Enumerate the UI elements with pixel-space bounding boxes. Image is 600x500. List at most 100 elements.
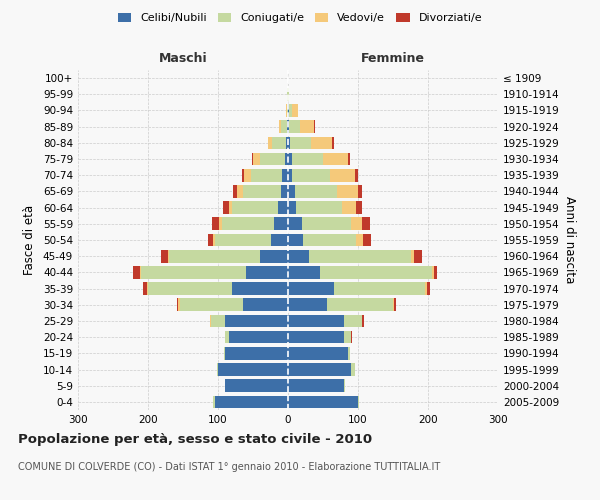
Bar (176, 298, 178, 311)
Bar (302, 218, 351, 230)
Bar (314, 120, 316, 133)
Bar (225, 347, 288, 360)
Bar (292, 169, 330, 181)
Bar (347, 347, 350, 360)
Bar (288, 250, 309, 262)
Bar (242, 185, 281, 198)
Bar (288, 363, 351, 376)
Bar (309, 250, 410, 262)
Bar (179, 298, 242, 311)
Text: COMUNE DI COLVERDE (CO) - Dati ISTAT 1° gennaio 2010 - Elaborazione TUTTITALIA.I: COMUNE DI COLVERDE (CO) - Dati ISTAT 1° … (18, 462, 440, 472)
Bar (290, 136, 311, 149)
Bar (330, 169, 355, 181)
Bar (272, 136, 286, 149)
Bar (246, 266, 288, 278)
Bar (217, 363, 218, 376)
Bar (223, 202, 229, 214)
Bar (356, 202, 362, 214)
Bar (431, 266, 434, 278)
Bar (288, 88, 289, 101)
Bar (300, 120, 314, 133)
Bar (337, 185, 358, 198)
Bar (281, 185, 288, 198)
Bar (287, 120, 288, 133)
Bar (242, 169, 244, 181)
Bar (295, 185, 337, 198)
Bar (296, 202, 342, 214)
Bar (140, 266, 141, 278)
Bar (169, 250, 260, 262)
Bar (434, 266, 437, 278)
Bar (148, 282, 232, 295)
Bar (288, 234, 304, 246)
Bar (288, 314, 344, 328)
Bar (224, 347, 225, 360)
Bar (215, 234, 271, 246)
Bar (288, 120, 289, 133)
Bar (287, 88, 288, 101)
Bar (288, 202, 296, 214)
Bar (229, 202, 232, 214)
Bar (244, 169, 251, 181)
Bar (288, 136, 290, 149)
Bar (288, 104, 289, 117)
Bar (260, 250, 288, 262)
Bar (289, 120, 300, 133)
Bar (393, 298, 394, 311)
Bar (363, 234, 371, 246)
Bar (232, 202, 277, 214)
Bar (304, 234, 356, 246)
Bar (233, 185, 237, 198)
Y-axis label: Fasce di età: Fasce di età (23, 205, 36, 275)
Bar (161, 250, 167, 262)
Bar (344, 380, 346, 392)
Bar (288, 331, 344, 344)
Bar (213, 234, 215, 246)
Bar (281, 120, 287, 133)
Bar (362, 314, 364, 328)
Bar (361, 314, 362, 328)
Bar (344, 314, 361, 328)
Text: Femmine: Femmine (361, 52, 425, 65)
Bar (268, 136, 272, 149)
Bar (320, 266, 431, 278)
Bar (209, 314, 210, 328)
Text: Popolazione per età, sesso e stato civile - 2010: Popolazione per età, sesso e stato civil… (18, 432, 372, 446)
Bar (351, 331, 352, 344)
Bar (288, 169, 292, 181)
Bar (289, 104, 292, 117)
Bar (342, 202, 356, 214)
Bar (286, 136, 288, 149)
Bar (361, 218, 370, 230)
Bar (292, 104, 298, 117)
Bar (288, 347, 347, 360)
Bar (146, 282, 148, 295)
Bar (288, 266, 320, 278)
Bar (178, 298, 179, 311)
Bar (133, 266, 140, 278)
Bar (355, 169, 358, 181)
Bar (225, 314, 288, 328)
Y-axis label: Anni di nascita: Anni di nascita (563, 196, 576, 284)
Bar (288, 218, 302, 230)
Bar (212, 218, 220, 230)
Bar (284, 152, 288, 166)
Bar (167, 250, 169, 262)
Bar (292, 152, 323, 166)
Bar (358, 185, 361, 198)
Bar (229, 331, 288, 344)
Bar (260, 152, 284, 166)
Bar (351, 363, 355, 376)
Bar (288, 185, 295, 198)
Bar (288, 282, 334, 295)
Bar (326, 298, 393, 311)
Bar (425, 282, 427, 295)
Bar (253, 152, 260, 166)
Bar (221, 218, 274, 230)
Bar (427, 282, 430, 295)
Bar (277, 202, 288, 214)
Bar (332, 136, 334, 149)
Bar (271, 234, 288, 246)
Text: Maschi: Maschi (158, 52, 208, 65)
Bar (232, 282, 288, 295)
